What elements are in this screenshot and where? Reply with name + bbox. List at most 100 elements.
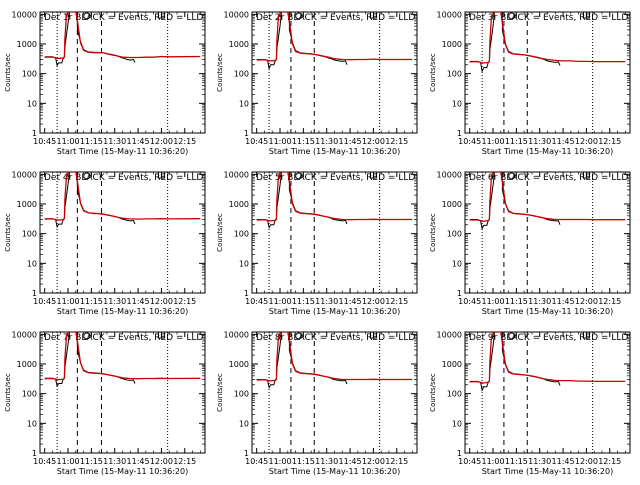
y-tick-label: 100 [22, 230, 37, 239]
x-axis-label: Start Time (15-May-11 10:36:20) [57, 467, 188, 476]
y-tick-label: 1000 [229, 360, 249, 369]
chart-panel-8: Det 8r BLACK = Events, RED = LLD 1 10 100 10… [216, 330, 418, 476]
y-tick-label: 10 [239, 419, 249, 428]
lld-series-line [256, 332, 413, 382]
y-tick-label: 100 [22, 390, 37, 399]
chart-panel-5: Det 5r BLACK = Events, RED = LLD 1 10 100 10… [216, 170, 418, 316]
x-tick-label: 11:15 [505, 297, 528, 306]
y-axis-label: Counts/sec [429, 213, 437, 252]
chart-panel-4: Det 4r BLACK = Events, RED = LLD 1 10 100 10… [4, 170, 206, 316]
lld-series-line [44, 172, 201, 221]
x-tick-label: 10:45 [245, 137, 268, 146]
y-tick-label: 10000 [437, 10, 462, 19]
x-tick-label: 11:30 [528, 457, 551, 466]
x-tick-label: 12:00 [150, 297, 173, 306]
y-tick-label: 10 [27, 419, 37, 428]
x-tick-label: 12:15 [385, 457, 408, 466]
x-tick-label: 11:45 [127, 137, 150, 146]
y-tick-label: 10000 [12, 10, 37, 19]
x-axis-label: Start Time (15-May-11 10:36:20) [269, 467, 400, 476]
chart-title: Det 7r BLACK = Events, RED = LLD [44, 333, 203, 343]
y-tick-label: 10 [452, 419, 462, 428]
chart-title: Det 8r BLACK = Events, RED = LLD [256, 333, 415, 343]
y-axis-label: Counts/sec [429, 53, 437, 92]
y-tick-label: 10000 [224, 10, 249, 19]
chart-panel-3: Det 3r BLACK = Events, RED = LLD 1 10 100 10… [429, 10, 631, 156]
chart-title: Det 1r BLACK = Events, RED = LLD [44, 13, 203, 23]
y-axis-label: Counts/sec [4, 213, 12, 252]
x-tick-label: 12:00 [362, 137, 385, 146]
chart-title: Det 5r BLACK = Events, RED = LLD [256, 173, 415, 183]
y-tick-label: 10 [27, 99, 37, 108]
x-tick-label: 10:45 [458, 457, 481, 466]
circle-marker [508, 172, 516, 180]
x-tick-label: 10:45 [33, 297, 56, 306]
x-axis-label: Start Time (15-May-11 10:36:20) [269, 147, 400, 156]
x-tick-label: 10:45 [33, 457, 56, 466]
x-tick-label: 11:00 [481, 457, 504, 466]
x-tick-label: 11:15 [80, 457, 103, 466]
x-tick-label: 11:30 [528, 297, 551, 306]
bracket-marker [157, 332, 165, 339]
circle-marker [295, 172, 303, 180]
y-tick-label: 10000 [437, 170, 462, 179]
chart-title: Det 9r BLACK = Events, RED = LLD [469, 333, 628, 343]
y-tick-label: 1000 [442, 40, 462, 49]
x-tick-label: 12:15 [173, 457, 196, 466]
y-tick-label: 1000 [442, 360, 462, 369]
x-tick-label: 11:45 [552, 137, 575, 146]
y-tick-label: 1 [244, 449, 249, 458]
circle-marker [83, 332, 91, 340]
x-tick-label: 11:45 [552, 457, 575, 466]
plot-frame [464, 11, 631, 134]
circle-marker [83, 12, 91, 20]
x-tick-label: 11:15 [292, 457, 315, 466]
bracket-marker [369, 332, 377, 339]
x-tick-label: 11:00 [56, 137, 79, 146]
chart-panel-1: Det 1r BLACK = Events, RED = LLD 1 10 100 10… [4, 10, 206, 156]
y-axis-label: Counts/sec [216, 53, 224, 92]
x-tick-label: 11:00 [268, 297, 291, 306]
x-tick-label: 10:45 [458, 297, 481, 306]
y-tick-label: 100 [447, 390, 462, 399]
x-tick-label: 11:15 [505, 457, 528, 466]
y-tick-label: 10000 [224, 170, 249, 179]
x-tick-label: 11:45 [552, 297, 575, 306]
lld-series-line [44, 12, 201, 59]
x-tick-label: 12:00 [575, 137, 598, 146]
plot-frame [464, 331, 631, 454]
x-tick-label: 11:15 [292, 137, 315, 146]
y-tick-label: 1 [244, 289, 249, 298]
x-tick-label: 11:00 [481, 297, 504, 306]
x-tick-label: 12:15 [598, 137, 621, 146]
y-tick-label: 100 [447, 70, 462, 79]
y-axis-label: Counts/sec [4, 373, 12, 412]
chart-title: Det 6r BLACK = Events, RED = LLD [469, 173, 628, 183]
x-tick-label: 10:45 [245, 297, 268, 306]
x-tick-label: 11:00 [268, 137, 291, 146]
x-axis-label: Start Time (15-May-11 10:36:20) [482, 467, 613, 476]
y-tick-label: 10 [452, 259, 462, 268]
x-tick-label: 12:15 [385, 137, 408, 146]
x-tick-label: 11:00 [56, 457, 79, 466]
lld-series-line [44, 332, 201, 381]
x-tick-label: 12:15 [385, 297, 408, 306]
x-tick-label: 10:45 [33, 137, 56, 146]
x-tick-label: 12:00 [575, 457, 598, 466]
chart-panel-9: Det 9r BLACK = Events, RED = LLD 1 10 100 10… [429, 330, 631, 476]
x-tick-label: 11:45 [127, 297, 150, 306]
y-tick-label: 10000 [437, 330, 462, 339]
x-tick-label: 12:00 [362, 457, 385, 466]
plot-frame [39, 331, 206, 454]
lld-series-line [469, 12, 626, 64]
bracket-marker [582, 12, 590, 19]
bracket-marker [582, 332, 590, 339]
x-tick-label: 12:15 [173, 137, 196, 146]
y-tick-label: 10000 [12, 330, 37, 339]
y-tick-label: 1000 [17, 40, 37, 49]
bracket-marker [157, 172, 165, 179]
lld-series-line [256, 172, 413, 222]
y-tick-label: 1 [32, 129, 37, 138]
y-tick-label: 10 [452, 99, 462, 108]
x-tick-label: 11:15 [505, 137, 528, 146]
